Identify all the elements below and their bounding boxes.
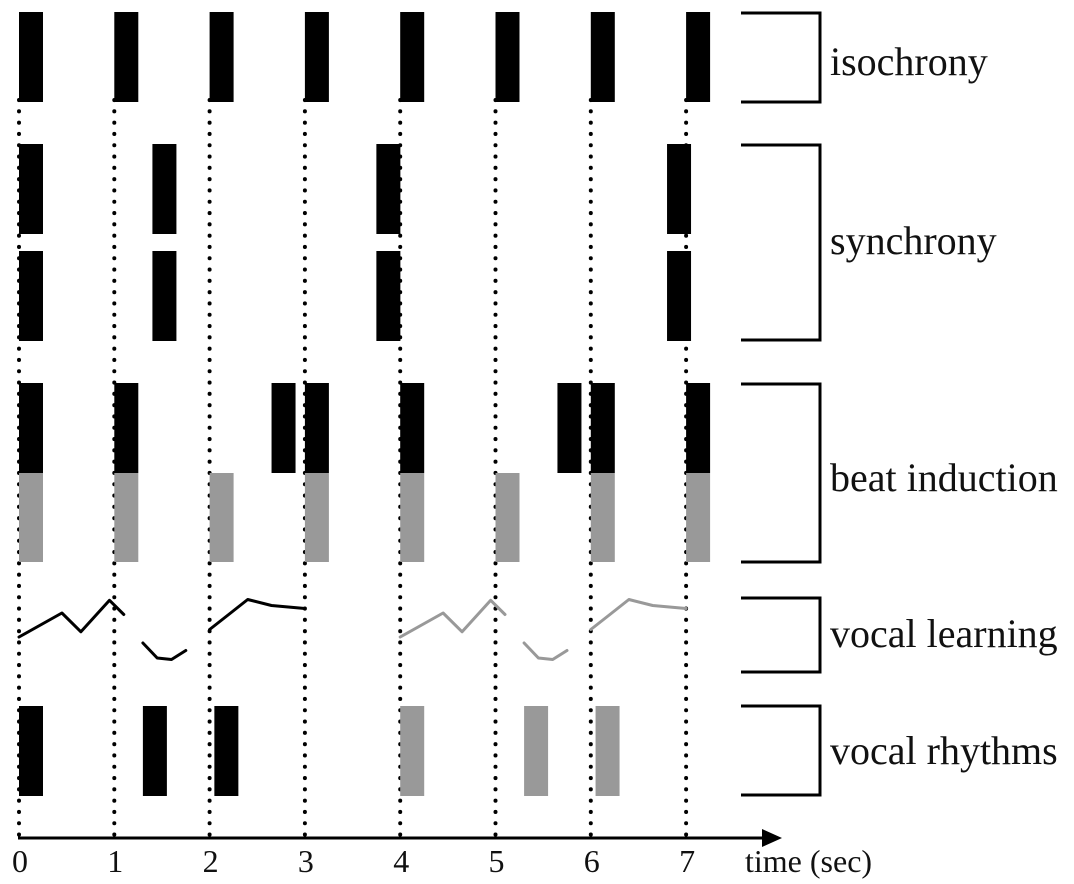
beat-induction-lower-event-bar bbox=[19, 473, 43, 562]
vocal-learning-label: vocal learning bbox=[830, 611, 1058, 656]
beat-induction-upper-event-bar bbox=[114, 383, 139, 473]
synchrony-upper-event-bar bbox=[376, 144, 401, 234]
beat-induction-lower-event-bar bbox=[304, 473, 329, 562]
pitch-contour bbox=[589, 598, 688, 631]
synchrony-bracket bbox=[741, 143, 822, 342]
vocal-rhythms-event-bar bbox=[142, 706, 167, 796]
beat-induction-lower-event-bar bbox=[400, 473, 425, 562]
time-tick-label: 2 bbox=[203, 843, 219, 879]
pitch-contour bbox=[208, 598, 307, 631]
beat-induction-upper-event-bar bbox=[557, 383, 582, 473]
time-axis-arrowhead bbox=[762, 829, 782, 847]
vocal-rhythms-event-bar bbox=[524, 706, 549, 796]
time-tick-label: 4 bbox=[393, 843, 409, 879]
synchrony-upper-event-bar bbox=[667, 144, 692, 234]
pitch-contour bbox=[522, 641, 569, 661]
beat-induction-lower-event-bar bbox=[495, 473, 520, 562]
isochrony-label: isochrony bbox=[830, 39, 988, 84]
beat-induction-bracket bbox=[741, 382, 822, 564]
beat-induction-label: beat induction bbox=[830, 455, 1058, 500]
time-tick-label: 5 bbox=[489, 843, 505, 879]
beat-induction-lower-event-bar bbox=[209, 473, 234, 562]
beat-induction-upper-event-bar bbox=[271, 383, 296, 473]
vocal-rhythms-event-bar bbox=[400, 706, 425, 796]
pitch-contour bbox=[398, 598, 507, 639]
isochrony-event-bar bbox=[400, 12, 425, 102]
time-tick-label: 1 bbox=[107, 843, 123, 879]
beat-induction-lower-event-bar bbox=[686, 473, 711, 562]
isochrony-bracket bbox=[741, 11, 822, 104]
beat-induction-upper-event-bar bbox=[590, 383, 615, 473]
isochrony-event-bar bbox=[686, 12, 711, 102]
time-axis-label: time (sec) bbox=[745, 843, 872, 879]
pitch-contour bbox=[141, 641, 188, 661]
synchrony-lower-event-bar bbox=[152, 251, 177, 341]
beat-induction-lower-event-bar bbox=[590, 473, 615, 562]
time-tick-label: 0 bbox=[12, 843, 28, 879]
beat-induction-upper-event-bar bbox=[19, 383, 43, 473]
vocal-rhythms-bracket bbox=[741, 704, 822, 797]
time-tick-label: 6 bbox=[584, 843, 600, 879]
event-marks bbox=[17, 12, 711, 796]
vocal-learning-bracket bbox=[741, 596, 822, 674]
isochrony-event-bar bbox=[19, 12, 43, 102]
isochrony-event-bar bbox=[209, 12, 234, 102]
beat-induction-upper-event-bar bbox=[304, 383, 329, 473]
synchrony-lower-event-bar bbox=[667, 251, 692, 341]
beat-induction-lower-event-bar bbox=[114, 473, 139, 562]
isochrony-event-bar bbox=[590, 12, 615, 102]
vocal-rhythms-event-bar bbox=[19, 706, 43, 796]
isochrony-event-bar bbox=[114, 12, 139, 102]
vocal-rhythms-event-bar bbox=[214, 706, 239, 796]
synchrony-upper-event-bar bbox=[19, 144, 43, 234]
time-tick-label: 3 bbox=[298, 843, 314, 879]
vocal-rhythms-label: vocal rhythms bbox=[830, 728, 1058, 773]
synchrony-lower-event-bar bbox=[376, 251, 401, 341]
time-axis: time (sec) 0 1 2 3 4 5 6 7 bbox=[12, 829, 872, 879]
synchrony-label: synchrony bbox=[830, 218, 997, 263]
synchrony-upper-event-bar bbox=[152, 144, 177, 234]
pitch-contour bbox=[17, 598, 126, 639]
row-brackets: isochrony synchrony beat induction vocal le… bbox=[741, 11, 1058, 797]
isochrony-event-bar bbox=[304, 12, 329, 102]
time-tick-label: 7 bbox=[679, 843, 695, 879]
beat-induction-upper-event-bar bbox=[686, 383, 711, 473]
isochrony-event-bar bbox=[495, 12, 520, 102]
beat-induction-upper-event-bar bbox=[400, 383, 425, 473]
synchrony-lower-event-bar bbox=[19, 251, 43, 341]
vocal-rhythms-event-bar bbox=[595, 706, 620, 796]
